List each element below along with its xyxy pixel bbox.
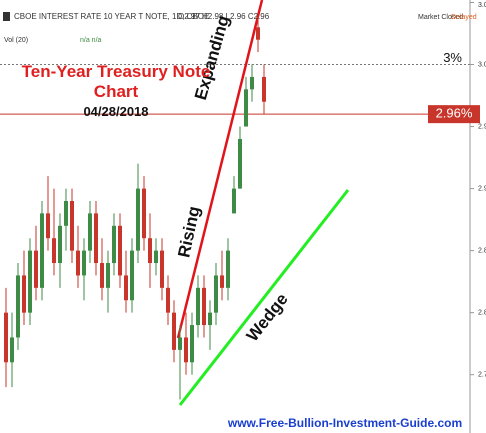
candle-body bbox=[172, 312, 176, 350]
candle-body bbox=[16, 275, 20, 338]
reference-label: 2.96% bbox=[436, 106, 473, 121]
chart-title: Ten-Year Treasury Note Chart bbox=[21, 62, 211, 101]
chart-date: 04/28/2018 bbox=[83, 104, 149, 119]
candle-body bbox=[262, 76, 266, 102]
candle-body bbox=[244, 89, 248, 127]
status: Market Closed bbox=[418, 14, 463, 21]
rising-trendline bbox=[176, 0, 264, 339]
candle-body bbox=[52, 238, 56, 264]
candle-body bbox=[250, 76, 254, 90]
candle-body bbox=[196, 287, 200, 326]
candle-body bbox=[34, 250, 38, 288]
header: CBOE INTEREST RATE 10 YEAR T NOTE, 1D, C… bbox=[14, 12, 209, 21]
y-tick-label: 2.80 bbox=[478, 309, 486, 316]
candle-body bbox=[10, 337, 14, 363]
volume-values: n/a n/a bbox=[80, 37, 102, 44]
y-tick-label: 2.90 bbox=[478, 185, 486, 192]
reference-label: 3% bbox=[443, 50, 462, 65]
candle-body bbox=[160, 250, 164, 288]
candle-body bbox=[202, 287, 206, 326]
candle-body bbox=[82, 250, 86, 276]
candle-body bbox=[124, 275, 128, 301]
candle-body bbox=[178, 337, 182, 350]
candle-body bbox=[220, 275, 224, 288]
candle-body bbox=[154, 250, 158, 264]
ohlc-text: O2.97 H2.98 L2.96 C2.96 bbox=[178, 12, 270, 21]
delay: Delayed bbox=[451, 14, 477, 21]
candle-body bbox=[58, 225, 62, 264]
candle-body bbox=[256, 27, 260, 40]
candle-body bbox=[130, 250, 134, 301]
candle-body bbox=[88, 213, 92, 251]
candle-body bbox=[4, 312, 8, 363]
symbol-icon bbox=[3, 12, 10, 21]
candle-body bbox=[184, 337, 188, 363]
candle-body bbox=[76, 250, 80, 276]
candle-body bbox=[118, 225, 122, 276]
reference-label-box bbox=[428, 105, 480, 124]
candle-body bbox=[166, 287, 170, 313]
y-tick-label: 2.95 bbox=[478, 123, 486, 130]
candle-body bbox=[100, 263, 104, 288]
candle-body bbox=[238, 138, 242, 189]
candle-body bbox=[94, 213, 98, 264]
candle-body bbox=[148, 238, 152, 264]
candle-body bbox=[232, 188, 236, 214]
volume-label: Vol (20) bbox=[4, 37, 28, 44]
candle-body bbox=[136, 188, 140, 251]
candle-body bbox=[112, 225, 116, 264]
candle-body bbox=[22, 275, 26, 313]
candle-body bbox=[226, 250, 230, 288]
candle-body bbox=[106, 263, 110, 288]
candle-body bbox=[40, 213, 44, 288]
candle-body bbox=[64, 200, 68, 226]
candle-body bbox=[70, 200, 74, 251]
candle-body bbox=[208, 312, 212, 326]
wedge-trendline bbox=[178, 189, 350, 406]
y-tick-label: 2.85 bbox=[478, 247, 486, 254]
y-tick-label: 2.75 bbox=[478, 372, 486, 379]
candle-body bbox=[28, 250, 32, 313]
footer: www.Free-Bullion-Investment-Guide.com bbox=[227, 416, 462, 430]
candle-body bbox=[46, 213, 50, 239]
y-tick-label: 3.00 bbox=[478, 61, 486, 68]
y-tick-label: 3.05 bbox=[478, 2, 486, 9]
candle-body bbox=[190, 325, 194, 363]
candle-body bbox=[214, 275, 218, 313]
candle-body bbox=[142, 188, 146, 239]
